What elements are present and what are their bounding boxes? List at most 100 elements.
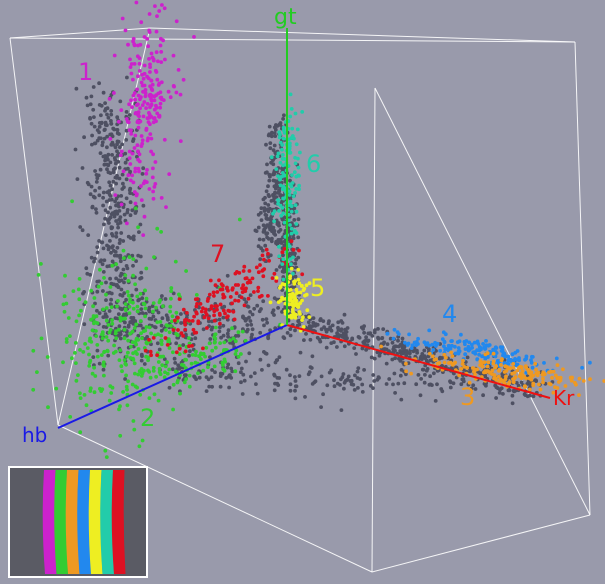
point-unlabeled xyxy=(264,216,269,221)
point-cluster-1 xyxy=(138,106,143,111)
point-cluster-7 xyxy=(242,264,247,269)
point-cluster-2 xyxy=(167,330,172,335)
point-cluster-7 xyxy=(236,283,241,287)
point-cluster-2 xyxy=(110,318,114,322)
point-unlabeled xyxy=(265,162,269,167)
point-unlabeled xyxy=(296,217,301,222)
point-unlabeled xyxy=(92,259,96,264)
point-cluster-2 xyxy=(187,384,192,389)
point-unlabeled xyxy=(269,160,273,165)
point-cluster-1 xyxy=(131,77,135,82)
point-cluster-3 xyxy=(482,370,486,375)
point-cluster-3 xyxy=(508,366,513,371)
point-cluster-1 xyxy=(126,120,131,125)
point-cluster-7 xyxy=(173,318,177,323)
point-cluster-6 xyxy=(294,142,299,147)
point-unlabeled xyxy=(136,333,141,338)
point-cluster-2 xyxy=(233,339,238,344)
point-unlabeled xyxy=(390,357,395,362)
point-cluster-1 xyxy=(148,105,152,110)
point-unlabeled xyxy=(258,357,263,362)
point-cluster-4 xyxy=(486,355,490,359)
point-unlabeled xyxy=(262,227,266,232)
point-cluster-3 xyxy=(511,377,515,381)
point-unlabeled xyxy=(93,188,97,193)
point-cluster-6 xyxy=(298,150,302,155)
point-unlabeled xyxy=(179,321,184,325)
point-cluster-7 xyxy=(241,283,246,288)
point-unlabeled xyxy=(352,346,357,350)
point-unlabeled xyxy=(131,237,136,242)
point-cluster-5 xyxy=(297,281,302,286)
point-cluster-2 xyxy=(115,304,119,309)
point-unlabeled xyxy=(204,389,209,393)
point-cluster-3 xyxy=(548,382,553,387)
point-unlabeled xyxy=(86,233,91,238)
point-cluster-2 xyxy=(78,396,83,400)
point-cluster-2 xyxy=(175,380,180,385)
point-unlabeled xyxy=(275,358,280,362)
point-cluster-2 xyxy=(99,281,104,286)
point-cluster-2 xyxy=(181,363,186,368)
point-cluster-3 xyxy=(558,378,563,383)
point-unlabeled xyxy=(244,300,249,304)
point-unlabeled xyxy=(159,328,164,333)
point-cluster-7 xyxy=(242,303,247,308)
point-unlabeled xyxy=(250,312,255,317)
point-unlabeled xyxy=(268,146,273,151)
point-cluster-3 xyxy=(442,352,447,357)
point-unlabeled xyxy=(103,233,108,238)
point-cluster-7 xyxy=(260,253,265,258)
point-cluster-2 xyxy=(151,301,156,305)
point-cluster-1 xyxy=(141,233,146,238)
point-cluster-3 xyxy=(526,368,531,373)
point-cluster-2 xyxy=(161,354,166,359)
point-cluster-1 xyxy=(144,126,149,131)
point-cluster-2 xyxy=(104,318,109,323)
point-unlabeled xyxy=(265,207,270,212)
point-unlabeled xyxy=(228,373,232,378)
point-cluster-6 xyxy=(281,136,286,141)
point-unlabeled xyxy=(99,120,104,125)
point-cluster-2 xyxy=(122,256,126,260)
point-cluster-6 xyxy=(297,187,301,192)
point-unlabeled xyxy=(259,218,264,223)
point-unlabeled xyxy=(241,372,246,377)
point-cluster-2 xyxy=(167,346,172,350)
point-unlabeled xyxy=(339,408,344,412)
point-unlabeled xyxy=(226,334,231,339)
point-unlabeled xyxy=(448,385,453,390)
point-cluster-1 xyxy=(128,65,133,69)
point-cluster-1 xyxy=(143,91,148,95)
point-cluster-3 xyxy=(527,387,532,392)
point-cluster-4 xyxy=(475,357,480,362)
point-cluster-6 xyxy=(289,226,294,231)
point-unlabeled xyxy=(265,235,269,240)
point-cluster-1 xyxy=(162,137,167,142)
point-cluster-3 xyxy=(555,363,560,367)
point-unlabeled xyxy=(128,186,133,191)
point-unlabeled xyxy=(218,371,223,376)
point-unlabeled xyxy=(100,262,105,267)
point-cluster-2 xyxy=(145,341,149,346)
point-cluster-1 xyxy=(133,133,138,138)
point-cluster-2 xyxy=(184,358,189,362)
point-unlabeled xyxy=(109,119,113,123)
point-cluster-1 xyxy=(129,71,134,76)
point-cluster-3 xyxy=(518,371,523,376)
point-cluster-1 xyxy=(139,198,144,203)
point-cluster-2 xyxy=(131,300,135,305)
point-cluster-2 xyxy=(144,266,149,271)
point-cluster-1 xyxy=(138,119,143,124)
point-unlabeled xyxy=(264,142,268,147)
point-unlabeled xyxy=(266,184,270,189)
point-cluster-2 xyxy=(184,377,189,381)
point-cluster-6 xyxy=(289,231,294,236)
point-cluster-7 xyxy=(205,299,210,303)
inset-stripe xyxy=(42,470,57,574)
point-cluster-1 xyxy=(133,169,138,174)
point-unlabeled xyxy=(245,323,250,327)
point-cluster-5 xyxy=(280,282,285,286)
point-unlabeled xyxy=(111,170,116,175)
point-unlabeled xyxy=(139,307,144,311)
